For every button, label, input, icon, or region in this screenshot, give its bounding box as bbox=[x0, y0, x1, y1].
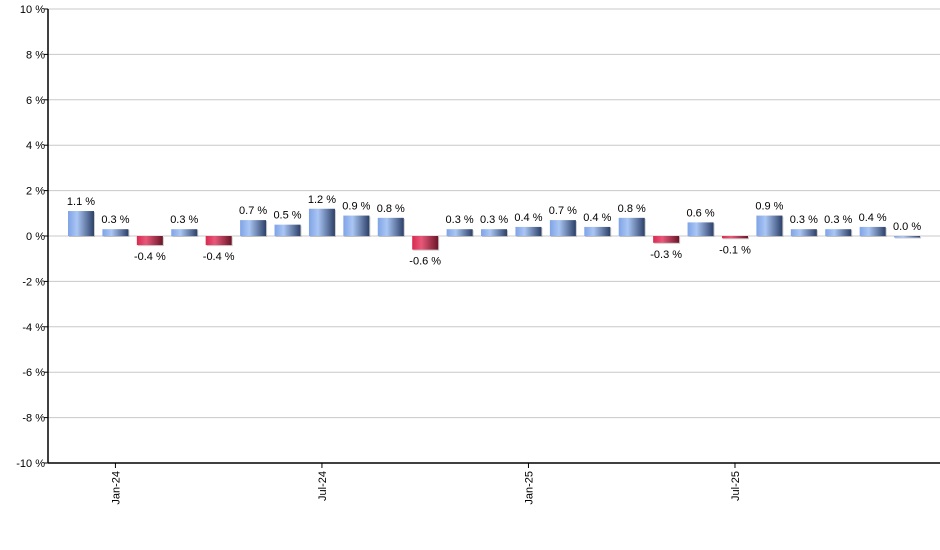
bar-Jul-25 bbox=[721, 236, 748, 239]
y-tick-label: -8 % bbox=[22, 413, 45, 425]
bar-Feb-25 bbox=[549, 220, 576, 236]
bar-Sep-25 bbox=[790, 229, 817, 236]
bars bbox=[68, 208, 922, 251]
data-label: 0.3 % bbox=[480, 214, 508, 226]
y-tick-label: -6 % bbox=[22, 367, 45, 379]
data-label: 0.0 % bbox=[893, 221, 921, 233]
bar-May-25 bbox=[653, 236, 680, 243]
data-label: 0.6 % bbox=[686, 207, 714, 219]
x-axis: Jan-24 Jul-24 Jan-25 Jul-25 bbox=[48, 462, 940, 505]
bar-Apr-25 bbox=[618, 217, 645, 236]
y-tick-label: 6 % bbox=[26, 95, 45, 107]
y-axis: 10 % 8 % 6 % 4 % 2 % 0 % -2 % -4 % -6 % -8 % -10 % bbox=[16, 4, 49, 470]
bar-Jun-24 bbox=[274, 224, 301, 236]
data-label: -0.6 % bbox=[409, 256, 441, 268]
y-tick-label: 2 % bbox=[26, 186, 45, 198]
data-label: 0.9 % bbox=[755, 201, 783, 213]
bar-Dec-24 bbox=[481, 229, 508, 236]
data-label: -0.1 % bbox=[719, 244, 751, 256]
data-label: -0.3 % bbox=[650, 249, 682, 261]
y-tick-label: -10 % bbox=[16, 458, 45, 470]
bar-Feb-24 bbox=[136, 236, 163, 246]
data-label: 0.3 % bbox=[790, 214, 818, 226]
data-label: 0.8 % bbox=[377, 203, 405, 215]
bar-Jan-25 bbox=[515, 226, 542, 236]
bar-Apr-24 bbox=[205, 236, 232, 246]
data-label: 1.2 % bbox=[308, 194, 336, 206]
bar-Nov-24 bbox=[446, 229, 473, 236]
bar-Aug-24 bbox=[343, 215, 370, 236]
bar-Mar-24 bbox=[171, 229, 198, 236]
bar-Jun-25 bbox=[687, 222, 714, 236]
data-label: 0.4 % bbox=[583, 212, 611, 224]
bar-Nov-25 bbox=[859, 226, 886, 236]
y-tick-label: 8 % bbox=[26, 49, 45, 61]
data-label: 0.9 % bbox=[342, 201, 370, 213]
bar-May-24 bbox=[240, 220, 267, 236]
data-label: 0.3 % bbox=[101, 214, 129, 226]
data-label: 0.4 % bbox=[514, 212, 542, 224]
data-label: 0.3 % bbox=[446, 214, 474, 226]
data-label: 0.3 % bbox=[170, 214, 198, 226]
bar-Jul-24 bbox=[308, 208, 335, 236]
y-tick-label: -2 % bbox=[22, 276, 45, 288]
data-label: 0.7 % bbox=[239, 205, 267, 217]
data-label: -0.4 % bbox=[203, 251, 235, 263]
data-label: 0.8 % bbox=[618, 203, 646, 215]
x-tick-label: Jul-25 bbox=[730, 471, 742, 501]
data-label: 0.4 % bbox=[859, 212, 887, 224]
data-label: 0.7 % bbox=[549, 205, 577, 217]
bar-Dec-23 bbox=[68, 211, 94, 236]
data-label: 0.5 % bbox=[273, 210, 301, 222]
y-tick-label: 4 % bbox=[26, 140, 45, 152]
x-tick-label: Jul-24 bbox=[317, 471, 329, 501]
x-tick-label: Jan-24 bbox=[110, 471, 122, 505]
bar-Oct-24 bbox=[412, 236, 439, 250]
y-tick-label: -4 % bbox=[22, 322, 45, 334]
bar-Aug-25 bbox=[756, 215, 783, 236]
bar-Sep-24 bbox=[377, 217, 404, 236]
bar-Mar-25 bbox=[584, 226, 611, 236]
y-tick-label: 10 % bbox=[20, 4, 45, 16]
bar-Dec-25 bbox=[894, 236, 921, 238]
data-label: 0.3 % bbox=[824, 214, 852, 226]
data-labels: 1.1 % 0.3 % -0.4 % 0.3 % -0.4 % 0.7 % 0.5 % 1.2… bbox=[67, 194, 921, 268]
x-tick-label: Jan-25 bbox=[523, 471, 535, 505]
bar-Oct-25 bbox=[825, 229, 852, 236]
bar-Jan-24 bbox=[102, 229, 129, 236]
y-tick-label: 0 % bbox=[26, 231, 45, 243]
data-label: -0.4 % bbox=[134, 251, 166, 263]
data-label: 1.1 % bbox=[67, 196, 95, 208]
bar-shadow bbox=[895, 237, 922, 239]
